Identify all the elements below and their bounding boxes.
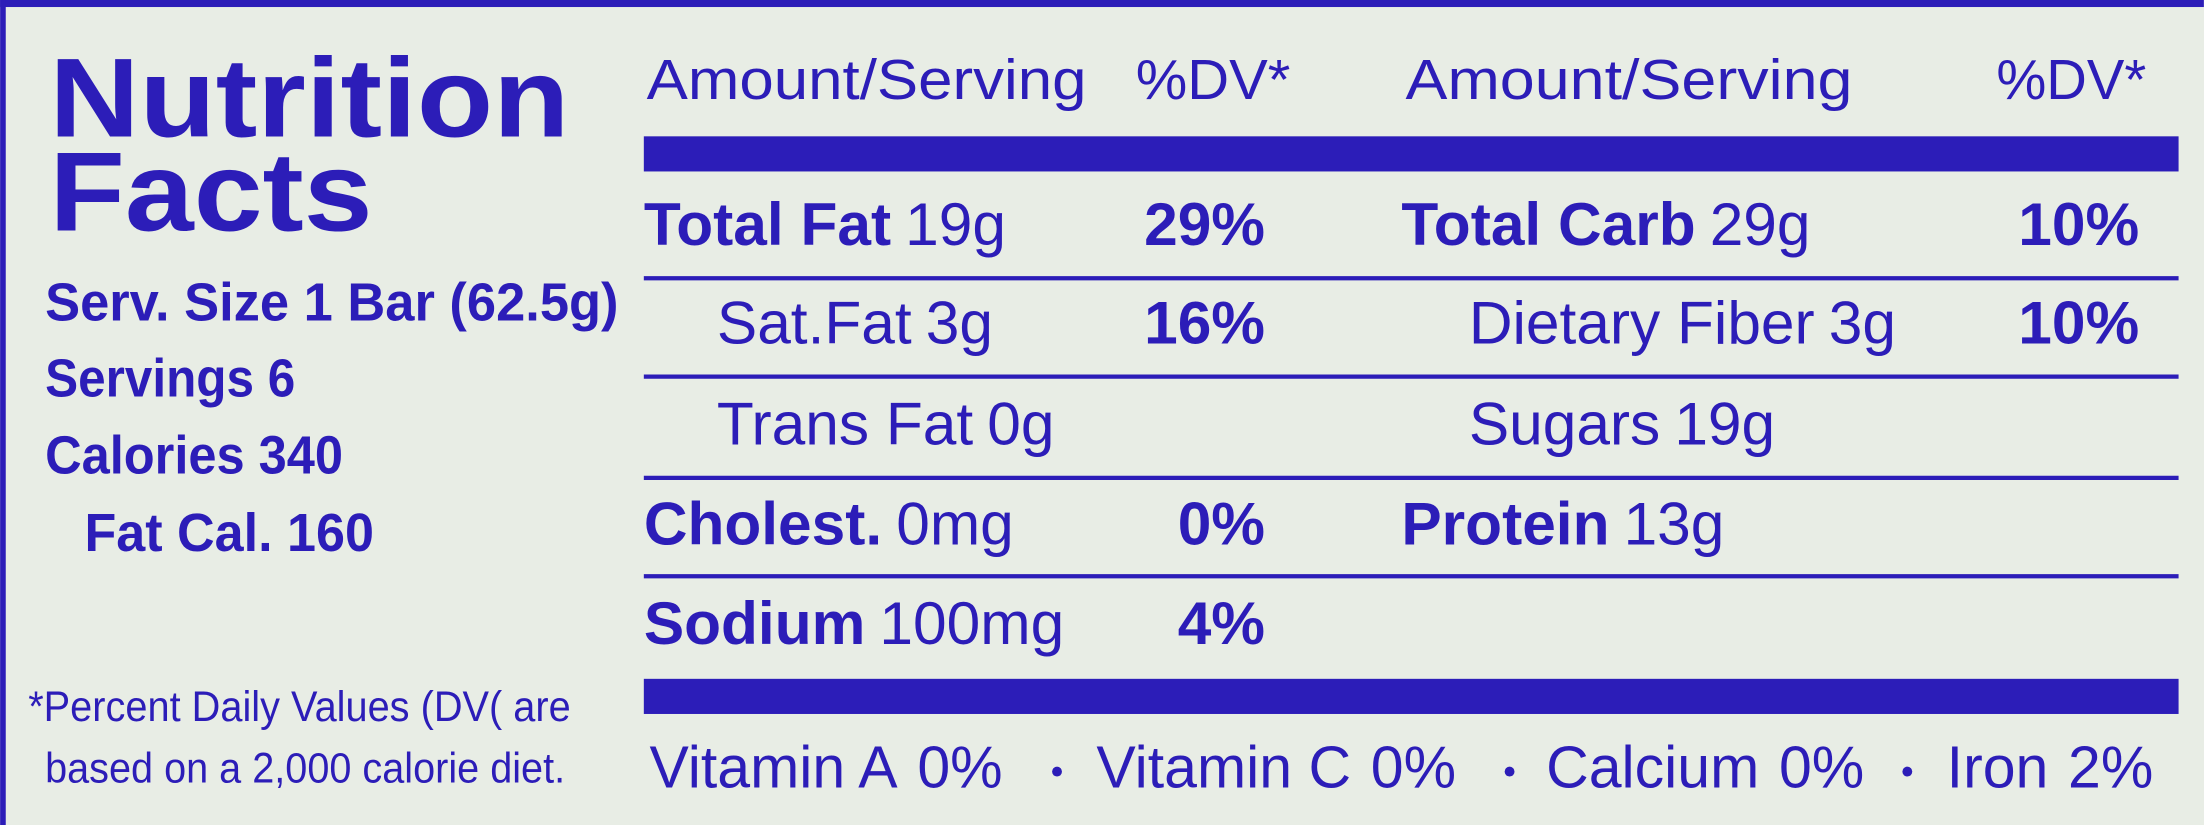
vitamin-dv: 2% bbox=[2068, 734, 2153, 800]
nutrient-amount: 29g bbox=[1710, 190, 1811, 258]
nutrient-amount: 0g bbox=[987, 390, 1054, 458]
nutrient-name: Total Carb bbox=[1401, 190, 1695, 258]
nutrient-amount: 100mg bbox=[879, 589, 1064, 657]
separator bbox=[1052, 766, 1062, 777]
separator bbox=[1504, 766, 1515, 777]
nutrient-name: Trans Fat bbox=[717, 390, 974, 458]
header: %DV* bbox=[1136, 48, 1291, 111]
separator bbox=[1902, 766, 1913, 777]
nutrient-amount: 3g bbox=[1829, 288, 1896, 356]
footnote: based on a 2,000 calorie diet. bbox=[45, 745, 565, 792]
nutrient-name: Sodium bbox=[644, 589, 866, 657]
vitamin: Calcium 0% bbox=[1546, 734, 1864, 800]
nutrient: Sugars 19g bbox=[1469, 390, 1775, 458]
nutrient-dv: 29% bbox=[1144, 190, 1265, 258]
footnote: *Percent Daily Values (DV( are bbox=[28, 683, 571, 730]
nutrient-amount: 3g bbox=[926, 288, 993, 356]
vitamin: Vitamin A 0% bbox=[649, 734, 1002, 800]
nutrient-name: Sugars bbox=[1469, 390, 1660, 458]
nutrient-dv: 10% bbox=[2018, 288, 2139, 356]
thick-rule bbox=[643, 136, 2179, 172]
nutrient: Total Fat 19g bbox=[644, 190, 1006, 258]
serving-size: Serv. Size 1 Bar (62.5g) bbox=[45, 273, 618, 332]
border-top bbox=[0, 0, 2204, 8]
vitamin-dv: 0% bbox=[1371, 734, 1456, 800]
nutrient-name: Protein bbox=[1401, 489, 1609, 557]
vitamin-dv: 0% bbox=[917, 734, 1002, 800]
calories: Calories 340 bbox=[45, 427, 343, 486]
nutrient: Sat.Fat 3g bbox=[717, 288, 993, 356]
nutrient-amount: 13g bbox=[1624, 489, 1725, 557]
nutrient-amount: 19g bbox=[1674, 390, 1775, 458]
header: Amount/Serving bbox=[1406, 48, 1853, 111]
nutrient-name: Cholest. bbox=[644, 489, 882, 557]
vitamin-name: Calcium bbox=[1546, 734, 1759, 800]
nutrient-name: Dietary Fiber bbox=[1469, 288, 1815, 356]
border-left bbox=[0, 0, 6, 825]
fat-calories: Fat Cal. 160 bbox=[84, 504, 374, 563]
vitamin-name: Iron bbox=[1947, 734, 2049, 800]
nutrient-dv: 4% bbox=[1178, 589, 1265, 657]
nutrient: Total Carb 29g bbox=[1401, 190, 1810, 258]
nutrient-dv: 10% bbox=[2018, 190, 2139, 258]
servings: Servings 6 bbox=[45, 349, 295, 408]
nutrient: Trans Fat 0g bbox=[717, 390, 1055, 458]
vitamin-name: Vitamin C bbox=[1096, 734, 1351, 800]
nutrient: Dietary Fiber 3g bbox=[1469, 288, 1896, 356]
title: Facts bbox=[49, 129, 372, 255]
vitamin: Iron 2% bbox=[1947, 734, 2154, 800]
vitamin: Vitamin C 0% bbox=[1096, 734, 1456, 800]
title: Nutrition bbox=[49, 35, 569, 161]
header: Amount/Serving bbox=[647, 48, 1087, 111]
nutrient-name: Total Fat bbox=[644, 190, 891, 258]
vitamin-dv: 0% bbox=[1779, 734, 1864, 800]
nutrient-dv: 16% bbox=[1144, 288, 1265, 356]
nutrient: Protein 13g bbox=[1401, 489, 1724, 557]
nutrient-name: Sat.Fat bbox=[717, 288, 912, 356]
thick-rule bbox=[643, 678, 2179, 714]
nutrient-amount: 0mg bbox=[896, 489, 1014, 557]
vitamin-name: Vitamin A bbox=[649, 734, 898, 800]
nutrient-dv: 0% bbox=[1178, 489, 1265, 557]
nutrient: Cholest. 0mg bbox=[644, 489, 1014, 557]
nutrient-amount: 19g bbox=[905, 190, 1006, 258]
nutrient: Sodium 100mg bbox=[644, 589, 1064, 657]
header: %DV* bbox=[1996, 48, 2146, 111]
